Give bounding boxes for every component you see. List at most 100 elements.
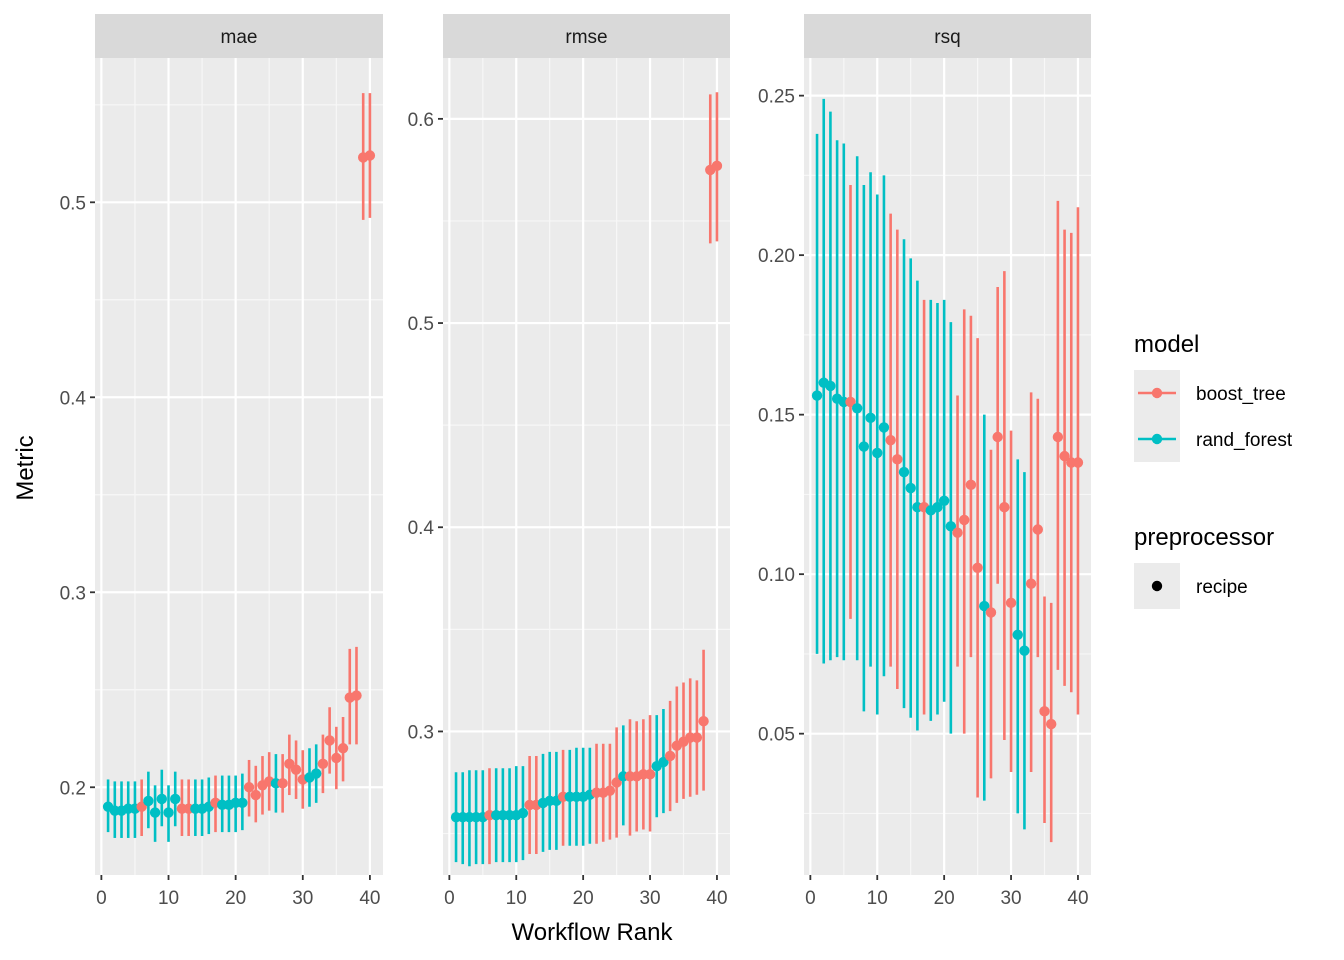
legend-title: preprocessor — [1134, 524, 1274, 551]
y-tick-label: 0.25 — [758, 87, 795, 108]
data-point — [277, 778, 288, 789]
x-tick-label: 30 — [639, 888, 660, 909]
y-tick-label: 0.05 — [758, 725, 795, 746]
legend-label-boost_tree: boost_tree — [1196, 384, 1286, 405]
data-point — [351, 690, 362, 701]
data-point — [1019, 645, 1030, 656]
y-tick-label: 0.20 — [758, 246, 795, 267]
data-point — [331, 752, 342, 764]
x-tick-label: 40 — [359, 888, 380, 909]
data-point — [999, 501, 1010, 513]
x-tick-label: 40 — [706, 888, 727, 909]
strip-background — [804, 14, 1091, 58]
data-point — [311, 768, 322, 779]
data-point — [872, 447, 883, 459]
x-tick-label: 10 — [867, 888, 888, 909]
data-point — [290, 764, 302, 775]
panel-background — [443, 58, 730, 875]
legend-group-preprocessor: preprocessor recipe — [1134, 524, 1274, 609]
data-point — [143, 795, 154, 807]
y-tick-label: 0.4 — [408, 518, 435, 539]
y-tick-label: 0.2 — [60, 778, 86, 799]
data-point — [898, 466, 910, 478]
data-point — [992, 431, 1003, 443]
strip-label-rsq: rsq — [934, 27, 960, 48]
data-point — [337, 743, 349, 754]
strip-background — [443, 14, 730, 58]
x-tick-label: 10 — [506, 888, 527, 909]
data-point — [604, 785, 616, 796]
data-point — [517, 807, 529, 819]
legend-group-model: model boost_tree rand_forest — [1134, 331, 1293, 462]
strip-label-mae: mae — [221, 27, 258, 48]
data-point — [938, 495, 950, 506]
y-tick-label: 0.3 — [408, 722, 434, 743]
data-point — [664, 750, 676, 762]
y-tick-label: 0.15 — [758, 406, 795, 427]
data-point — [243, 782, 255, 793]
data-point — [858, 441, 870, 452]
data-point — [959, 514, 970, 526]
data-point — [845, 396, 856, 408]
x-tick-label: 10 — [158, 888, 179, 909]
data-point — [711, 160, 723, 172]
legend-key-dot — [1151, 580, 1163, 592]
data-point — [1045, 718, 1057, 730]
panel-mae: mae 0.2 0.3 0.4 0.5 0 10 20 30 40 — [60, 14, 383, 909]
y-tick-label: 0.3 — [60, 583, 86, 604]
x-tick-label: 0 — [805, 888, 816, 909]
data-point — [985, 607, 997, 618]
panel-rmse: rmse 0.3 0.4 0.5 0.6 0 10 20 30 40 — [408, 14, 730, 909]
data-point — [1052, 431, 1064, 443]
data-point — [149, 807, 161, 818]
panel-background — [804, 58, 1091, 875]
x-tick-label: 40 — [1067, 888, 1088, 909]
data-point — [965, 479, 977, 491]
data-point — [905, 482, 916, 494]
panel-rsq: rsq 0.05 0.10 0.15 0.20 0.25 0 10 20 30 40 — [758, 14, 1091, 909]
x-tick-label: 0 — [444, 888, 455, 909]
data-point — [851, 403, 863, 414]
data-point — [170, 793, 181, 805]
data-point — [1025, 578, 1037, 589]
data-point — [364, 150, 376, 161]
data-point — [1039, 706, 1050, 717]
data-point — [865, 412, 876, 424]
y-tick-label: 0.4 — [60, 388, 87, 409]
data-point — [284, 758, 295, 770]
data-point — [611, 777, 622, 788]
strip-label-rmse: rmse — [565, 27, 607, 48]
x-tick-label: 0 — [96, 888, 107, 909]
data-point — [825, 380, 836, 392]
legend-label-recipe: recipe — [1196, 577, 1248, 598]
data-point — [691, 732, 703, 743]
data-point — [972, 562, 983, 573]
data-point — [163, 807, 174, 818]
data-point — [932, 501, 943, 513]
x-tick-label: 30 — [1000, 888, 1021, 909]
legend-key-dot — [1151, 387, 1163, 399]
data-point — [1032, 524, 1044, 535]
x-axis-title: Workflow Rank — [512, 919, 674, 946]
data-point — [811, 390, 823, 401]
y-tick-label: 0.5 — [408, 314, 434, 335]
data-point — [1059, 450, 1070, 462]
x-tick-label: 30 — [292, 888, 313, 909]
data-point — [156, 793, 167, 805]
data-point — [698, 716, 709, 727]
data-point — [885, 434, 896, 446]
data-point — [317, 758, 329, 770]
data-point — [1072, 457, 1084, 468]
x-tick-label: 20 — [573, 888, 594, 909]
data-point — [952, 527, 963, 538]
data-point — [237, 797, 248, 809]
y-tick-label: 0.6 — [408, 110, 434, 131]
legend-label-rand_forest: rand_forest — [1196, 430, 1293, 451]
data-point — [136, 801, 147, 812]
legend-title: model — [1134, 331, 1199, 358]
y-axis-title: Metric — [12, 435, 39, 500]
panel-background — [95, 58, 383, 875]
data-point — [979, 600, 990, 612]
y-tick-label: 0.5 — [60, 193, 86, 214]
